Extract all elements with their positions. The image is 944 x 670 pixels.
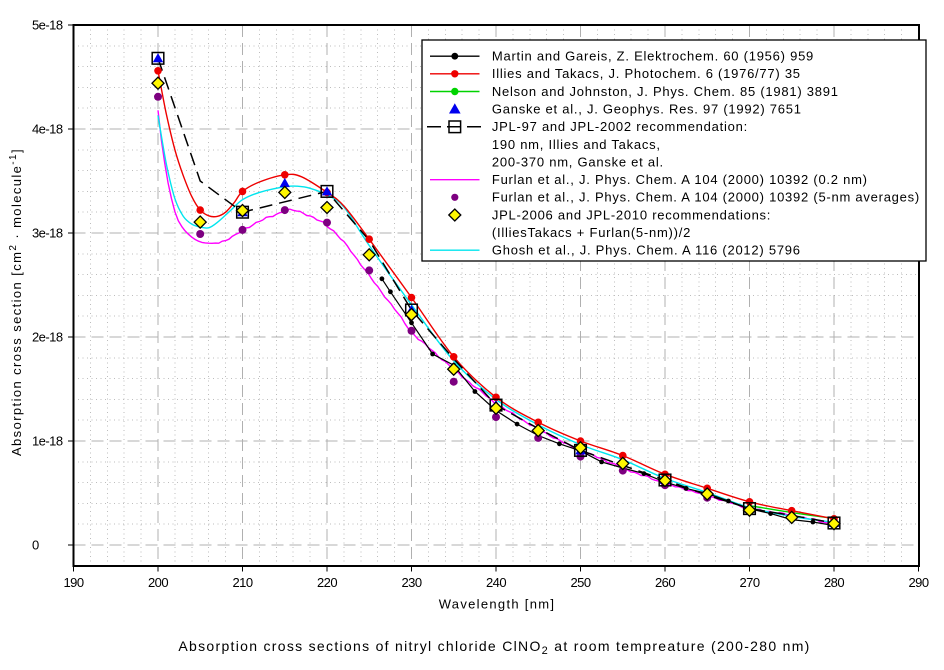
svg-text:270: 270 <box>739 575 759 590</box>
svg-text:3e-18: 3e-18 <box>32 225 63 240</box>
svg-text:1e-18: 1e-18 <box>32 433 63 448</box>
svg-text:Ganske et al., J. Geophys. Res: Ganske et al., J. Geophys. Res. 97 (1992… <box>492 102 802 117</box>
svg-text:JPL-2006 and JPL-2010 recommen: JPL-2006 and JPL-2010 recommendations: <box>492 207 771 222</box>
svg-text:200: 200 <box>148 575 168 590</box>
svg-text:240: 240 <box>486 575 506 590</box>
svg-text:Nelson and Johnston, J. Phys.: Nelson and Johnston, J. Phys. Chem. 85 (… <box>492 84 839 99</box>
svg-text:Ghosh et al., J. Phys. Chem. A: Ghosh et al., J. Phys. Chem. A 116 (2012… <box>492 243 801 258</box>
svg-text:2e-18: 2e-18 <box>32 329 63 344</box>
svg-text:Furlan et al., J. Phys. Chem.: Furlan et al., J. Phys. Chem. A 104 (200… <box>492 172 868 187</box>
svg-text:220: 220 <box>317 575 337 590</box>
svg-text:(IlliesTakacs + Furlan(5-nm))/: (IlliesTakacs + Furlan(5-nm))/2 <box>492 225 691 240</box>
svg-text:260: 260 <box>655 575 675 590</box>
svg-text:5e-18: 5e-18 <box>32 17 63 32</box>
svg-text:280: 280 <box>824 575 844 590</box>
svg-text:Absorption cross sections of n: Absorption cross sections of nitryl chlo… <box>178 638 810 657</box>
svg-text:0: 0 <box>32 537 39 552</box>
svg-text:Wavelength [nm]: Wavelength [nm] <box>439 597 556 612</box>
svg-text:250: 250 <box>570 575 590 590</box>
svg-text:Furlan et al., J. Phys. Chem.: Furlan et al., J. Phys. Chem. A 104 (200… <box>492 190 920 205</box>
svg-text:290: 290 <box>908 575 928 590</box>
svg-text:190: 190 <box>63 575 83 590</box>
svg-text:200-370 nm, Ganske et al.: 200-370 nm, Ganske et al. <box>492 154 664 169</box>
svg-text:190 nm, Illies and Takacs,: 190 nm, Illies and Takacs, <box>492 137 661 152</box>
svg-text:Martin and Gareis, Z. Elektroc: Martin and Gareis, Z. Elektrochem. 60 (1… <box>492 49 814 64</box>
svg-text:Illies and Takacs, J. Photoche: Illies and Takacs, J. Photochem. 6 (1976… <box>492 66 801 81</box>
svg-text:Absorption cross section [cm2: Absorption cross section [cm2 · molecule… <box>8 148 24 456</box>
svg-text:4e-18: 4e-18 <box>32 121 63 136</box>
svg-text:230: 230 <box>401 575 421 590</box>
svg-text:JPL-97 and JPL-2002 recommenda: JPL-97 and JPL-2002 recommendation: <box>492 119 748 134</box>
svg-text:210: 210 <box>232 575 252 590</box>
